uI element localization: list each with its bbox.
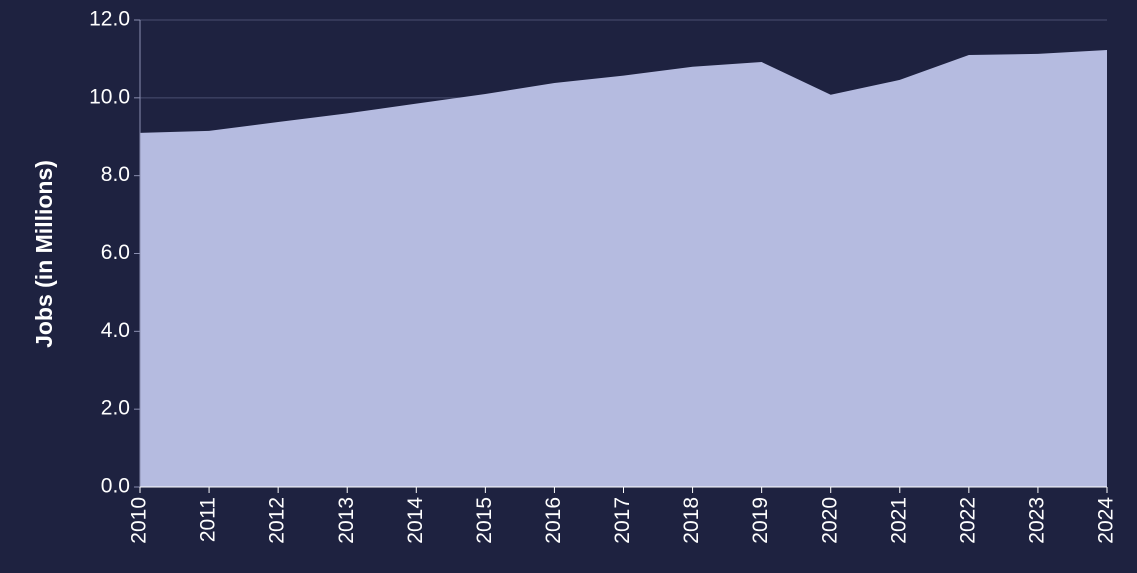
area	[140, 49, 1107, 488]
x-tick-label: 2012	[266, 497, 289, 544]
x-tick-label: 2023	[1025, 497, 1048, 544]
x-tick-label: 2020	[818, 497, 841, 544]
x-tick-label: 2018	[680, 497, 703, 544]
x-tick-label: 2022	[956, 497, 979, 544]
x-tick-label: 2011	[197, 497, 220, 542]
y-tick-label: 12.0	[89, 8, 130, 31]
y-tick-label: 4.0	[101, 319, 130, 342]
x-tick-label: 2017	[611, 497, 634, 544]
x-tick-label: 2019	[749, 497, 772, 544]
y-tick-label: 6.0	[101, 241, 130, 264]
x-tick-label: 2014	[404, 497, 427, 544]
x-tick-label: 2021	[887, 497, 910, 544]
x-tick-label: 2024	[1095, 497, 1118, 544]
x-tick-label: 2015	[473, 497, 496, 544]
x-tick-label: 2016	[542, 497, 565, 544]
x-tick-label: 2010	[128, 497, 151, 544]
y-tick-label: 10.0	[89, 85, 130, 108]
y-axis-label: Jobs (in Millions)	[31, 160, 57, 348]
y-tick-label: 8.0	[101, 163, 130, 186]
x-tick-label: 2013	[335, 497, 358, 544]
y-tick-label: 0.0	[101, 475, 130, 498]
y-tick-label: 2.0	[101, 397, 130, 420]
